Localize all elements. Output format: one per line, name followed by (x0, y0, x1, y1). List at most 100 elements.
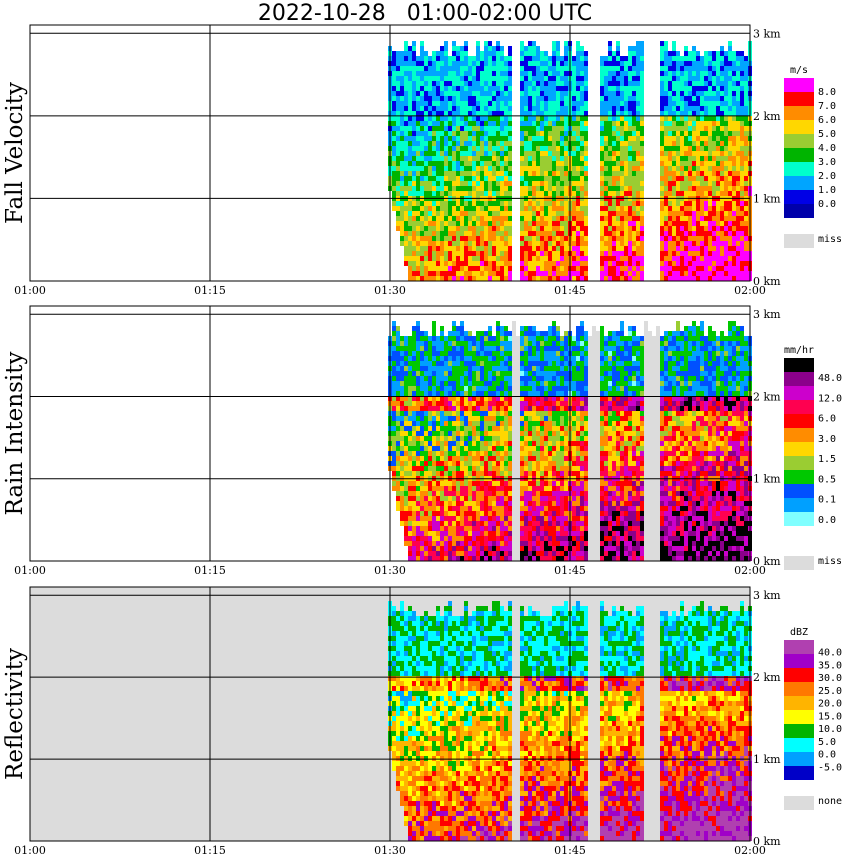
heatmap-cell (480, 241, 484, 246)
heatmap-cell (408, 346, 412, 351)
heatmap-cell (436, 111, 440, 116)
heatmap-cell (476, 426, 480, 431)
heatmap-cell (428, 86, 432, 91)
heatmap-cell (420, 486, 424, 491)
heatmap-cell (492, 241, 496, 246)
heatmap-cell (472, 266, 476, 271)
heatmap-cell (468, 146, 472, 151)
heatmap-cell (500, 136, 504, 141)
heatmap-cell (544, 71, 548, 76)
heatmap-cell (612, 126, 616, 131)
heatmap-cell (420, 536, 424, 541)
heatmap-cell (440, 136, 444, 141)
heatmap-cell (476, 406, 480, 411)
heatmap-cell (452, 341, 456, 346)
heatmap-cell (448, 106, 452, 111)
heatmap-cell (664, 256, 668, 261)
heatmap-cell (632, 251, 636, 256)
heatmap-cell (676, 106, 680, 111)
heatmap-cell (560, 276, 564, 281)
heatmap-cell (444, 391, 448, 396)
heatmap-cell (392, 191, 396, 196)
heatmap-cell (548, 131, 552, 136)
heatmap-cell (436, 86, 440, 91)
heatmap-cell (712, 276, 716, 281)
heatmap-cell (672, 206, 676, 211)
heatmap-cell (460, 471, 464, 476)
heatmap-cell (420, 76, 424, 81)
heatmap-cell (412, 146, 416, 151)
heatmap-cell (720, 161, 724, 166)
heatmap-cell (432, 231, 436, 236)
heatmap-cell (432, 491, 436, 496)
heatmap-cell (472, 191, 476, 196)
heatmap-cell (556, 216, 560, 221)
heatmap-cell (420, 421, 424, 426)
heatmap-cell (484, 271, 488, 276)
heatmap-cell (584, 201, 588, 206)
heatmap-cell (480, 271, 484, 276)
heatmap-cell (484, 346, 488, 351)
heatmap-cell (508, 201, 512, 206)
heatmap-cell (680, 131, 684, 136)
heatmap-cell (532, 211, 536, 216)
heatmap-cell (444, 111, 448, 116)
heatmap-cell (744, 226, 748, 231)
heatmap-cell (420, 341, 424, 346)
heatmap-cell (536, 206, 540, 211)
heatmap-cell (692, 261, 696, 266)
heatmap-cell (504, 241, 508, 246)
heatmap-cell (660, 241, 664, 246)
heatmap-cell (576, 76, 580, 81)
heatmap-cell (708, 241, 712, 246)
heatmap-cell (448, 56, 452, 61)
heatmap-cell (452, 381, 456, 386)
heatmap-cell (728, 206, 732, 211)
heatmap-cell (432, 541, 436, 546)
heatmap-cell (680, 101, 684, 106)
heatmap-cell (564, 261, 568, 266)
heatmap-cell (448, 251, 452, 256)
heatmap-cell (420, 521, 424, 526)
heatmap-cell (544, 126, 548, 131)
legend-swatch (784, 190, 814, 204)
heatmap-cell (464, 481, 468, 486)
heatmap-cell (532, 271, 536, 276)
heatmap-cell (460, 276, 464, 281)
heatmap-cell (616, 111, 620, 116)
heatmap-cell (476, 361, 480, 366)
heatmap-cell (416, 536, 420, 541)
heatmap-cell (556, 136, 560, 141)
heatmap-cell (564, 201, 568, 206)
heatmap-cell (416, 71, 420, 76)
heatmap-cell (664, 141, 668, 146)
heatmap-cell (448, 171, 452, 176)
heatmap-cell (720, 236, 724, 241)
heatmap-cell (616, 116, 620, 121)
heatmap-cell (580, 176, 584, 181)
heatmap-cell (552, 121, 556, 126)
heatmap-cell (504, 186, 508, 191)
heatmap-cell (488, 166, 492, 171)
heatmap-cell (416, 126, 420, 131)
heatmap-cell (416, 461, 420, 466)
heatmap-cell (624, 101, 628, 106)
heatmap-cell (608, 251, 612, 256)
heatmap-cell (540, 51, 544, 56)
heatmap-cell (684, 46, 688, 51)
heatmap-cell (640, 276, 644, 281)
heatmap-cell (724, 156, 728, 161)
heatmap-cell (680, 261, 684, 266)
heatmap-cell (476, 86, 480, 91)
heatmap-cell (604, 111, 608, 116)
heatmap-cell (420, 556, 424, 561)
heatmap-cell (416, 86, 420, 91)
heatmap-cell (612, 161, 616, 166)
heatmap-cell (488, 501, 492, 506)
heatmap-cell (712, 111, 716, 116)
heatmap-cell (484, 126, 488, 131)
heatmap-cell (500, 216, 504, 221)
heatmap-cell (608, 151, 612, 156)
heatmap-cell (492, 186, 496, 191)
heatmap-cell (688, 191, 692, 196)
